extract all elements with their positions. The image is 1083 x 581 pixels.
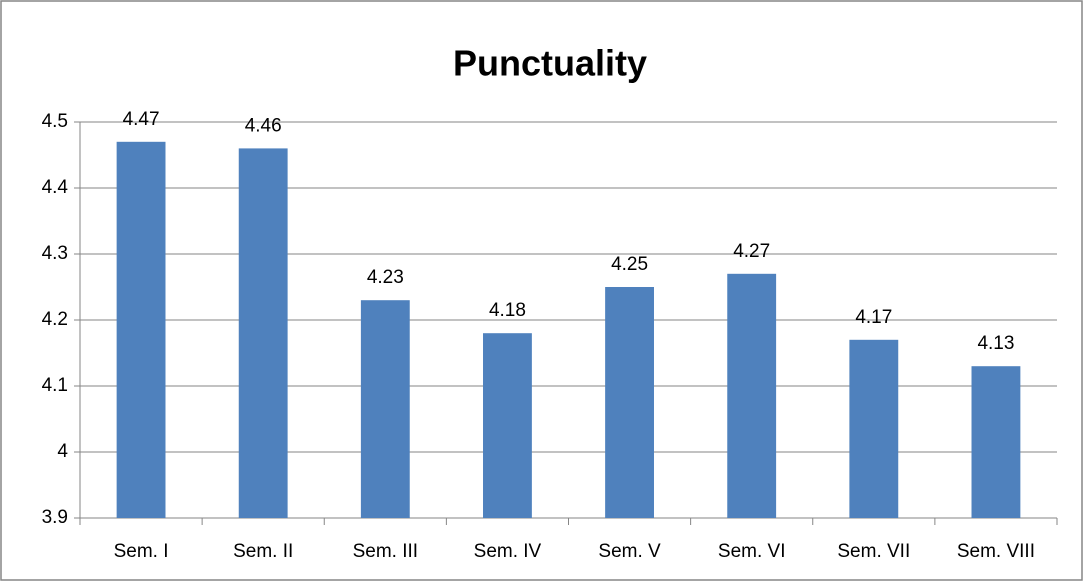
x-tick-label: Sem. VII xyxy=(837,541,910,562)
data-label: 4.25 xyxy=(611,254,648,275)
bar xyxy=(605,287,654,518)
x-tick-label: Sem. VI xyxy=(718,541,786,562)
data-label: 4.46 xyxy=(245,115,282,136)
bar xyxy=(238,148,288,518)
y-tick-label: 4.4 xyxy=(42,177,69,198)
x-tick-label: Sem. IV xyxy=(474,541,542,562)
bar xyxy=(360,300,410,518)
x-tick-label: Sem. VIII xyxy=(957,541,1035,562)
y-tick-label: 3.9 xyxy=(42,507,68,528)
y-tick-label: 4 xyxy=(57,441,68,462)
x-tick-label: Sem. II xyxy=(233,541,293,562)
y-tick-label: 4.5 xyxy=(42,111,68,132)
y-tick-label: 4.2 xyxy=(42,309,68,330)
data-label: 4.27 xyxy=(733,241,770,262)
y-tick-label: 4.3 xyxy=(42,243,68,264)
x-tick-label: Sem. III xyxy=(353,541,418,562)
chart-title: Punctuality xyxy=(453,43,647,84)
data-label: 4.17 xyxy=(855,307,892,328)
bar xyxy=(849,339,899,518)
x-tick-label: Sem. V xyxy=(598,541,661,562)
x-tick-label: Sem. I xyxy=(114,541,169,562)
bar xyxy=(727,273,777,518)
bar xyxy=(116,141,166,519)
y-tick-label: 4.1 xyxy=(42,375,68,396)
data-label: 4.18 xyxy=(489,300,526,321)
data-label: 4.13 xyxy=(977,333,1014,354)
data-label: 4.47 xyxy=(123,109,160,130)
bar xyxy=(483,333,532,518)
bar xyxy=(971,366,1021,518)
data-label: 4.23 xyxy=(367,267,404,288)
